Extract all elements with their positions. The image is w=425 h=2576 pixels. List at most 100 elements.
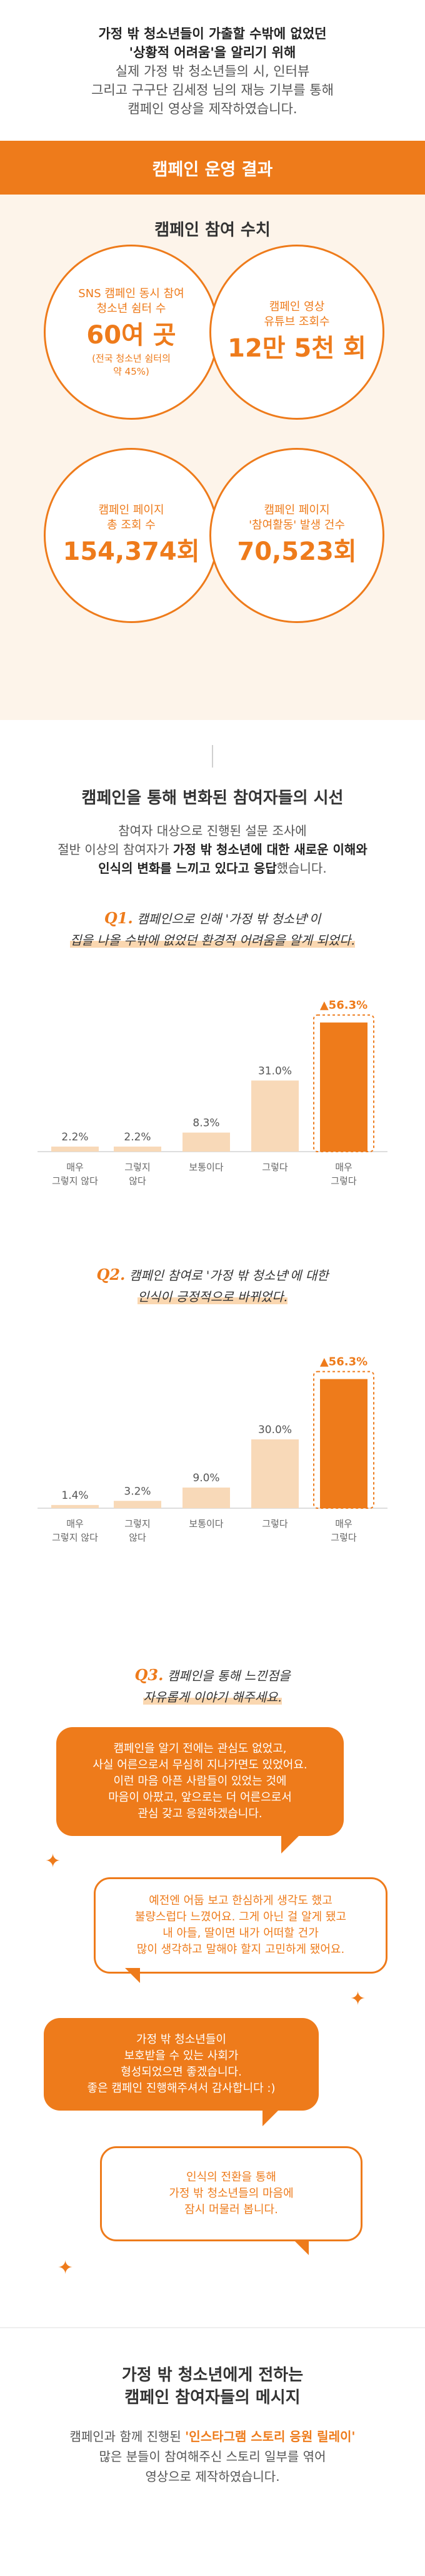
- bubble-tail: [262, 2109, 280, 2126]
- change-section: 캠페인을 통해 변화된 참여자들의 시선 참여자 대상으로 진행된 설문 조사에…: [0, 720, 425, 2321]
- category-label: 매우: [66, 1518, 84, 1529]
- bar-chart-1: 2.2% 매우 그렇지 않다 2.2% 그렇지 않다 8.3% 보통이다 31.0% 그렇다 ▲56…: [0, 964, 425, 1233]
- stat-value: 60여 곳: [86, 321, 176, 350]
- bar-value-label: 3.2%: [124, 1485, 151, 1498]
- comment-bubble: 예전엔 어둡 보고 한심하게 생각도 했고 불량스럽다 느꼈어요. 그게 아닌 …: [94, 1877, 388, 1974]
- comment-line: 캠페인을 알기 전에는 관심도 없었고,: [113, 1742, 287, 1755]
- stat-label: 청소년 쉼터 수: [96, 302, 166, 315]
- chart-bar: [51, 1146, 99, 1152]
- stat-label: 총 조회 수: [107, 519, 156, 532]
- stats-section: 캠페인 참여 수치 SNS 캠페인 동시 참여 청소년 쉼터 수 60여 곳 (…: [0, 195, 425, 720]
- comment-line: 많이 생각하고 말해야 할지 고민하게 됐어요.: [136, 1943, 345, 1956]
- category-label: 매우: [335, 1162, 352, 1173]
- final-desc: 많은 분들이 참여해주신 스토리 일부를 엮어: [99, 2449, 326, 2464]
- comment-line: 보호받을 수 있는 사회가: [124, 2049, 239, 2062]
- sparkle-icon: ✦: [45, 1850, 61, 1872]
- question-text: 자유롭게 이야기 해주세요.: [143, 1690, 282, 1705]
- intro-line: 실제 가정 밖 청소년들의 시, 인터뷰: [115, 64, 310, 79]
- bar-value-label: ▲56.3%: [320, 999, 368, 1012]
- category-label: 그렇다: [262, 1518, 288, 1529]
- comment-bubble: 캠페인을 알기 전에는 관심도 없었고, 사실 어른으로서 무심히 지나가면도 …: [56, 1727, 344, 1836]
- change-desc: 절반 이상의 참여자가 가정 밖 청소년에 대한 새로운 이해와: [0, 840, 425, 859]
- bubble-tail: [294, 2240, 309, 2255]
- sparkle-icon: ✦: [58, 2257, 74, 2279]
- highlight-frame: [313, 1014, 374, 1152]
- category-label: 매우: [335, 1518, 352, 1529]
- bar-chart-2: 1.4% 매우 그렇지 않다 3.2% 그렇지 않다 9.0% 보통이다 30.0% 그렇다 ▲56…: [0, 1321, 425, 1590]
- divider: [0, 2327, 425, 2328]
- stat-circle: SNS 캠페인 동시 참여 청소년 쉼터 수 60여 곳 (전국 청소년 쉼터의…: [44, 245, 219, 420]
- question-3: Q3. 캠페인을 통해 느낀점을 자유롭게 이야기 해주세요.: [0, 1665, 425, 1708]
- stat-circle: 캠페인 영상 유튜브 조회수 12만 5천 회: [209, 245, 384, 420]
- intro-line: 캠페인 영상을 제작하였습니다.: [128, 101, 298, 116]
- stat-circle: 캠페인 페이지 총 조회 수 154,374회: [44, 448, 219, 623]
- question-text: 캠페인으로 인해 '가정 밖 청소년'이: [137, 911, 321, 926]
- bubble-tail: [281, 1836, 299, 1853]
- chart-bar: [320, 1379, 368, 1508]
- stat-label: 캠페인 영상: [269, 300, 325, 313]
- category-label: 않다: [129, 1175, 146, 1187]
- category-label: 그렇다: [331, 1532, 357, 1543]
- comment-line: 가정 밖 청소년들의 마음에: [169, 2187, 294, 2200]
- comment-line: 좋은 캠페인 진행해주셔서 감사합니다 :): [87, 2082, 276, 2095]
- category-label: 그렇지 않다: [52, 1532, 98, 1543]
- category-label: 매우: [66, 1162, 84, 1173]
- final-desc: 영상으로 제작하였습니다.: [145, 2469, 280, 2484]
- desc-bold: 가정 밖 청소년에 대한 새로운 이해와: [172, 842, 368, 857]
- stat-label: '참여활동' 발생 건수: [249, 519, 345, 532]
- question-2: Q2. 캠페인 참여로 '가정 밖 청소년'에 대한 인식이 긍정적으로 바뀌었…: [0, 1264, 425, 1307]
- stat-label: 유튜브 조회수: [264, 315, 330, 328]
- chart-bar: [251, 1439, 299, 1508]
- chart-bar: [320, 1022, 368, 1152]
- bar-value-label: 31.0%: [258, 1065, 292, 1077]
- bubble-tail: [125, 1968, 140, 1983]
- category-label: 그렇지: [124, 1518, 150, 1529]
- question-number: Q2.: [96, 1265, 126, 1284]
- stat-value: 12만 5천 회: [228, 334, 366, 363]
- bar-value-label: 2.2%: [124, 1131, 151, 1143]
- category-label: 그렇다: [262, 1162, 288, 1173]
- comment-line: 이런 마음 아픈 사람들이 있었는 것에: [113, 1775, 287, 1788]
- question-text: 캠페인을 통해 느낀점을: [167, 1668, 291, 1683]
- chart-bar: [182, 1132, 230, 1152]
- category-label: 그렇지: [124, 1162, 150, 1173]
- question-number: Q1.: [104, 909, 133, 927]
- bar-value-label: 2.2%: [61, 1131, 88, 1143]
- final-desc-highlight: '인스타그램 스토리 응원 릴레이': [185, 2429, 356, 2444]
- change-title: 캠페인을 통해 변화된 참여자들의 시선: [81, 789, 344, 808]
- stat-value: 70,523회: [237, 537, 357, 566]
- change-desc: 인식의 변화를 느끼고 있다고 응답했습니다.: [0, 859, 425, 878]
- chart-bar: [114, 1146, 161, 1152]
- final-title: 가정 밖 청소년에게 전하는: [121, 2366, 304, 2385]
- comment-line: 사실 어른으로서 무심히 지나가면도 있었어요.: [92, 1758, 308, 1772]
- stat-label: 캠페인 페이지: [264, 504, 330, 517]
- stat-value: 154,374회: [62, 537, 200, 566]
- stat-label: SNS 캠페인 동시 참여: [78, 287, 184, 300]
- question-text: 인식이 긍정적으로 바뀌었다.: [138, 1289, 288, 1304]
- intro-section: 가정 밖 청소년들이 가출할 수밖에 없었던 '상황적 어려움'을 알리기 위해…: [0, 0, 425, 144]
- chart-bar: [114, 1501, 161, 1508]
- comment-bubble: 가정 밖 청소년들이 보호받을 수 있는 사회가 형성되었으면 좋겠습니다. 좋…: [44, 2018, 319, 2111]
- category-label: 보통이다: [189, 1162, 223, 1173]
- divider-line: [212, 745, 213, 768]
- stats-title: 캠페인 참여 수치: [0, 217, 425, 240]
- banner-title: 캠페인 운영 결과: [152, 160, 273, 180]
- desc-text: 했습니다.: [276, 861, 327, 876]
- desc-bold: 인식의 변화를 느끼고 있다고 응답: [98, 861, 277, 876]
- bar-value-label: ▲56.3%: [320, 1356, 368, 1369]
- intro-line: 가정 밖 청소년들이 가출할 수밖에 없었던: [98, 26, 327, 41]
- change-desc: 참여자 대상으로 진행된 설문 조사에: [118, 823, 307, 838]
- comment-line: 마음이 아팠고, 앞으로는 더 어른으로서: [108, 1791, 292, 1804]
- bar-value-label: 30.0%: [258, 1424, 292, 1436]
- bar-value-label: 8.3%: [192, 1117, 219, 1130]
- stat-label: 캠페인 페이지: [98, 504, 164, 517]
- bar-value-label: 9.0%: [192, 1472, 219, 1484]
- result-banner: 캠페인 운영 결과: [0, 141, 425, 195]
- final-desc: 캠페인과 함께 진행된 '인스타그램 스토리 응원 릴레이': [0, 2427, 425, 2446]
- stat-circle: 캠페인 페이지 '참여활동' 발생 건수 70,523회: [209, 448, 384, 623]
- question-1: Q1. 캠페인으로 인해 '가정 밖 청소년'이 집을 나올 수밖에 없었던 환…: [0, 908, 425, 951]
- comment-line: 관심 갖고 응원하겠습니다.: [138, 1807, 262, 1820]
